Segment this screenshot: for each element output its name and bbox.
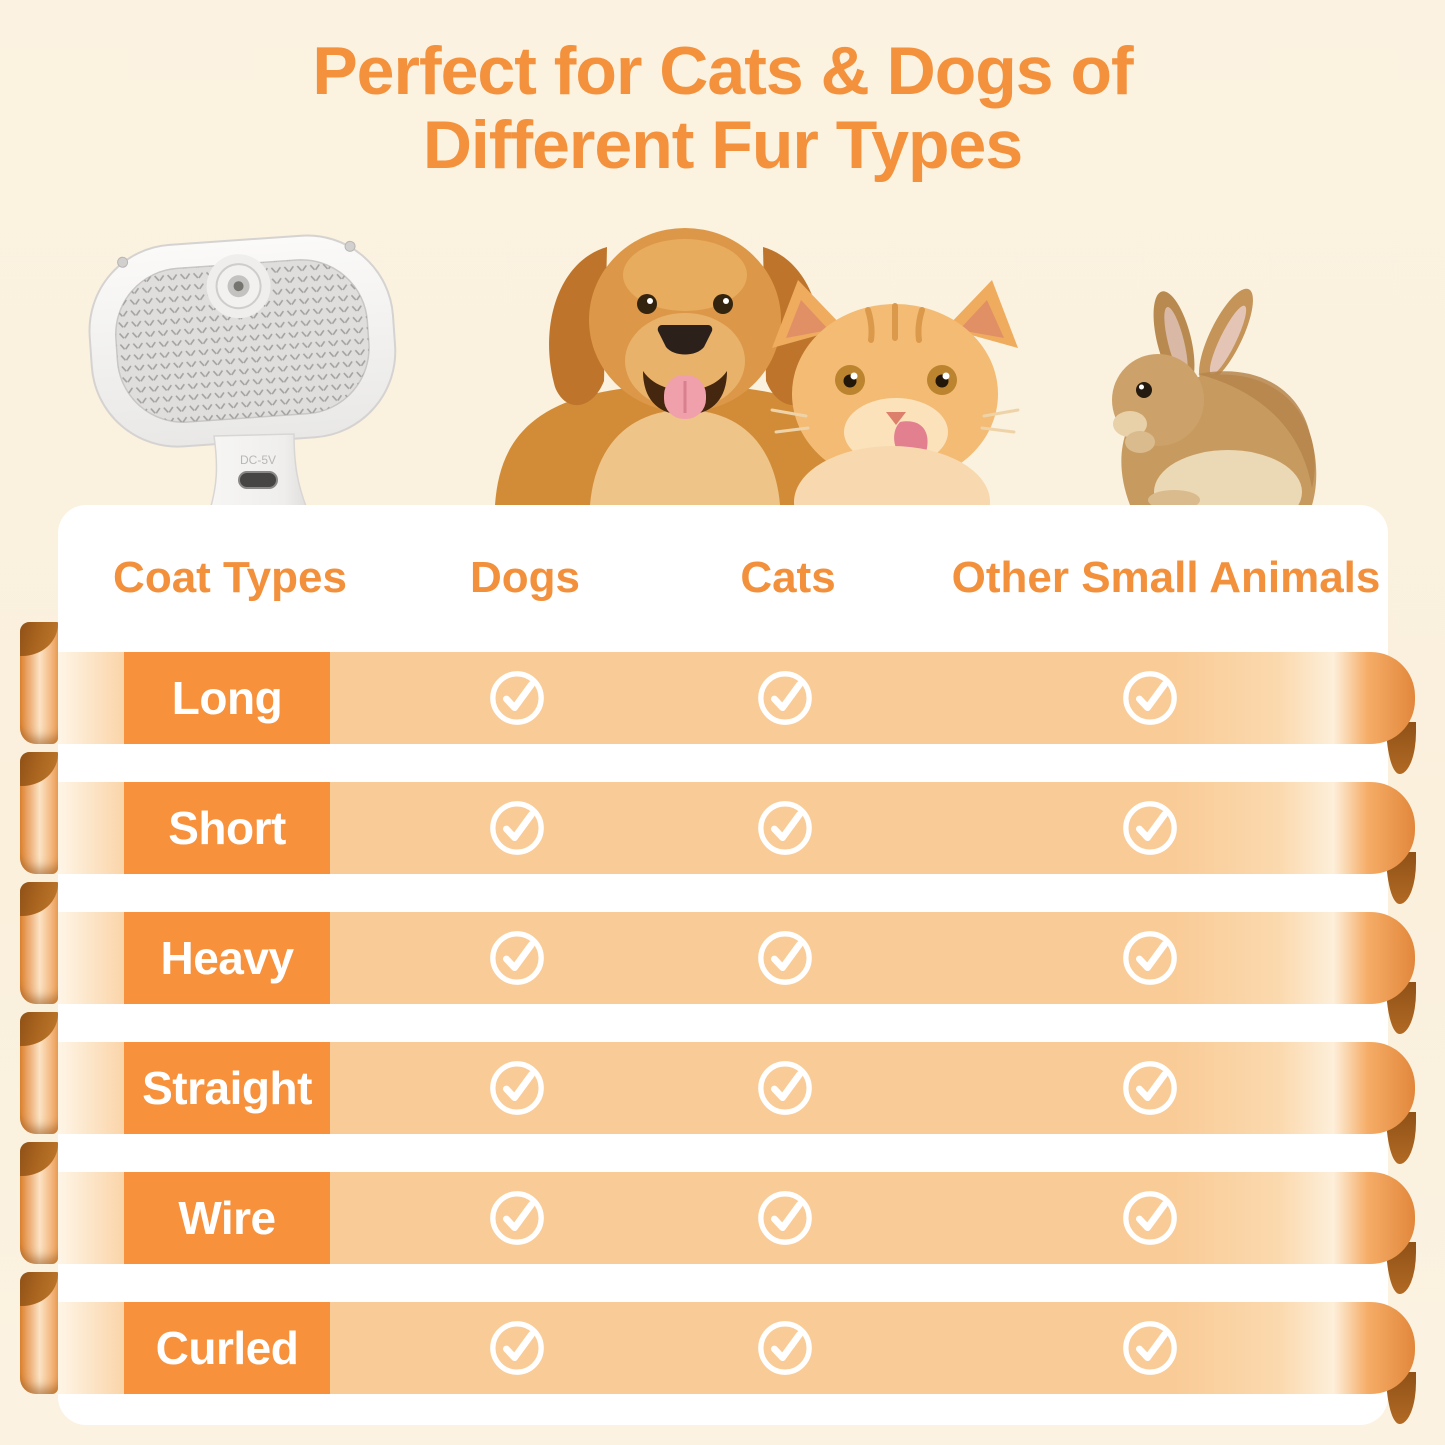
check-icon [490,1061,544,1115]
check-icon [490,801,544,855]
check-icon [758,801,812,855]
check-icon [1123,1321,1177,1375]
check-icon [1123,801,1177,855]
row-label-heavy: Heavy [124,912,330,1004]
check-icon [490,671,544,725]
brush-head [88,234,397,448]
table-row: Heavy [0,882,1445,1034]
cat-nose [886,412,906,425]
check-icon [758,1191,812,1245]
check-icon [758,1321,812,1375]
cat-photo [770,280,1020,505]
row-label-long: Long [124,652,330,744]
check-icon [490,931,544,985]
rabbit-paws [1125,431,1155,453]
brush-port-label: DC-5V [240,453,276,467]
ribbon-band: Heavy [58,912,1415,1004]
rabbit-photo [1112,288,1317,505]
table-row: Curled [0,1272,1445,1424]
check-icon [1123,931,1177,985]
check-icon [490,1191,544,1245]
row-label-straight: Straight [124,1042,330,1134]
table-row: Long [0,622,1445,774]
column-header-other-small-animals: Other Small Animals [951,553,1381,602]
column-header-dogs: Dogs [470,553,580,602]
check-icon [490,1321,544,1375]
row-label-wire: Wire [124,1172,330,1264]
ribbon-band: Straight [58,1042,1415,1134]
table-row: Short [0,752,1445,904]
table-row: Straight [0,1012,1445,1164]
check-icon [758,1061,812,1115]
check-icon [1123,1191,1177,1245]
column-header-coat-types: Coat Types [113,553,347,602]
row-label-curled: Curled [124,1302,330,1394]
check-icon [758,931,812,985]
page-title: Perfect for Cats & Dogs of Different Fur… [0,34,1445,182]
page-title-line1: Perfect for Cats & Dogs of [312,33,1133,109]
ribbon-band: Wire [58,1172,1415,1264]
spray-nozzle [233,281,244,292]
grooming-brush-photo: DC-5V [88,234,397,516]
check-icon [1123,1061,1177,1115]
row-label-short: Short [124,782,330,874]
ribbon-band: Short [58,782,1415,874]
dog-nose [657,325,713,355]
page-title-line2: Different Fur Types [422,107,1023,183]
check-icon [1123,671,1177,725]
ribbon-band: Curled [58,1302,1415,1394]
column-header-cats: Cats [740,553,836,602]
dog-ear-left [549,247,607,406]
ribbon-band: Long [58,652,1415,744]
check-icon [758,671,812,725]
usb-port [238,471,278,489]
table-row: Wire [0,1142,1445,1294]
